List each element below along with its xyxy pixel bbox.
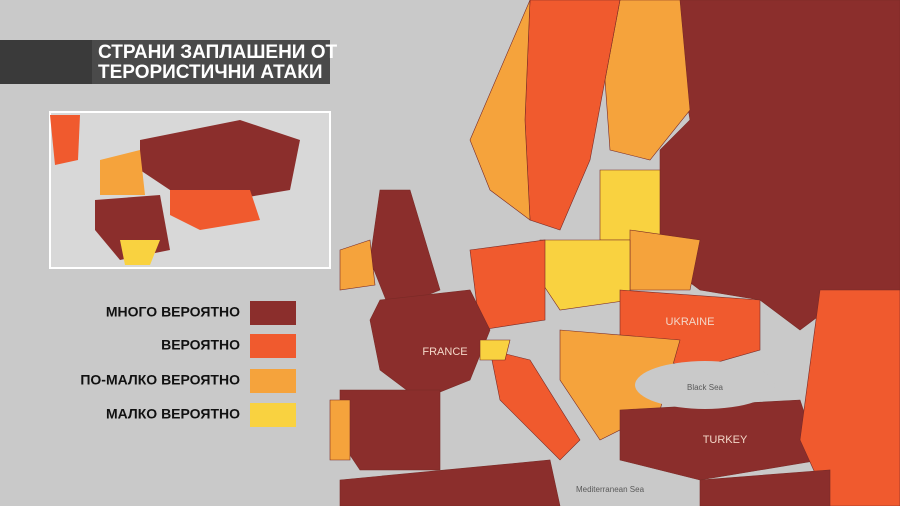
inset-land [170,190,260,230]
country [629,229,701,291]
country [539,239,631,311]
title-box-left [0,40,92,84]
country [339,389,441,471]
legend-label: МНОГО ВЕРОЯТНО [106,304,240,320]
country [339,459,561,506]
legend-label: МАЛКО ВЕРОЯТНО [106,406,240,422]
legend-label: ПО-МАЛКО ВЕРОЯТНО [80,372,240,388]
legend: МНОГО ВЕРОЯТНО ВЕРОЯТНО ПО-МАЛКО ВЕРОЯТНО М… [80,301,296,427]
country [619,399,821,481]
legend-swatch [250,334,296,358]
inset-land [120,240,160,265]
country-regions [329,0,900,506]
black-sea [635,361,775,409]
country-label: UKRAINE [666,316,715,328]
legend-swatch [250,403,296,427]
title-line: ТЕРОРИСТИЧНИ АТАКИ [98,62,322,83]
legend-label: ВЕРОЯТНО [161,337,240,353]
inset-land [50,115,80,165]
country [369,289,491,401]
country-label: TURKEY [703,434,748,446]
country [699,469,831,506]
country [479,339,511,361]
country [469,0,531,221]
country [799,289,900,506]
country [489,349,581,461]
title-line: СТРАНИ ЗАПЛАШЕНИ ОТ [98,42,338,63]
sea-label: Mediterranean Sea [576,485,645,494]
inset-map [49,111,331,269]
country [659,0,900,331]
country [329,399,351,461]
legend-swatch [250,369,296,393]
country [599,169,661,241]
legend-swatch [250,301,296,325]
country [339,239,376,291]
sea-label: Black Sea [687,383,724,392]
inset-land [100,150,145,195]
inset-land [140,120,300,200]
country-label: FRANCE [422,346,467,358]
